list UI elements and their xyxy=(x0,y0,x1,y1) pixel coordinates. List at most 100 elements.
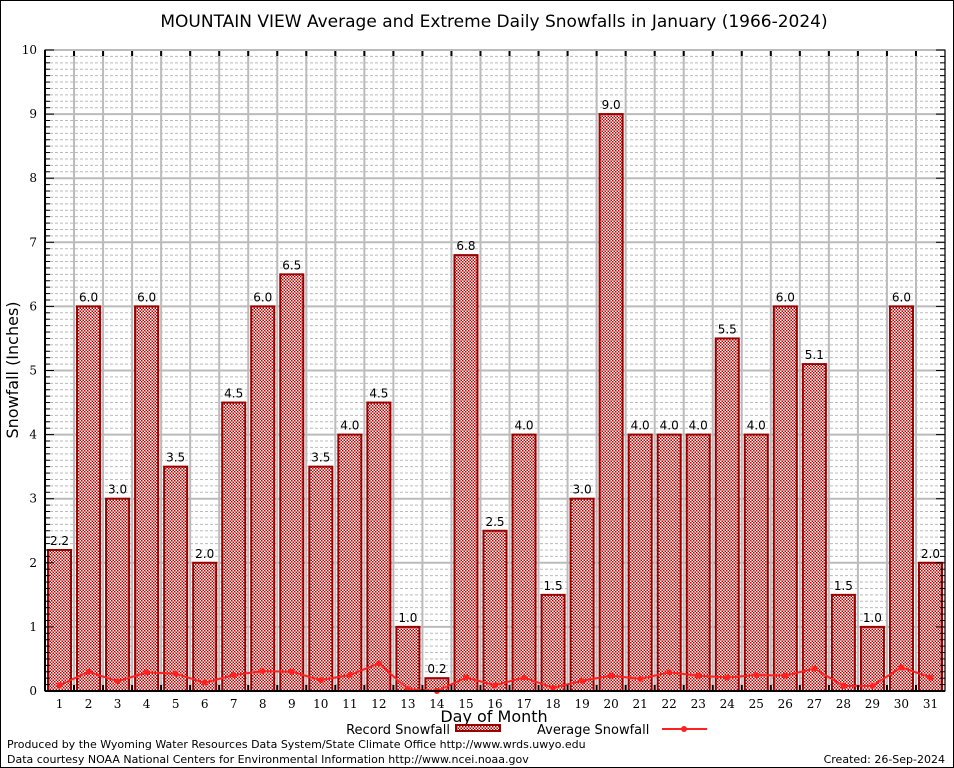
bar-day-26 xyxy=(772,305,798,692)
bar-label: 6.8 xyxy=(456,239,475,253)
bar-label: 2.2 xyxy=(50,534,69,548)
bar-day-7 xyxy=(221,401,247,692)
bar-day-17 xyxy=(511,433,537,692)
bar-label: 6.0 xyxy=(776,290,795,304)
average-point xyxy=(259,668,266,675)
bar-day-12 xyxy=(366,401,392,692)
bar-day-1 xyxy=(47,548,73,692)
x-tick-label: 8 xyxy=(259,697,267,711)
bar-label: 2.5 xyxy=(485,515,504,529)
average-point xyxy=(840,682,847,689)
bar-label: 4.5 xyxy=(369,387,388,401)
footer-data-source: Data courtesy NOAA National Centers for … xyxy=(7,753,529,766)
y-tick-label: 5 xyxy=(29,364,37,378)
y-tick-label: 8 xyxy=(29,171,37,185)
y-tick-label: 4 xyxy=(29,428,37,442)
average-point xyxy=(927,674,934,681)
x-tick-label: 1 xyxy=(56,697,64,711)
average-point xyxy=(637,675,644,682)
average-point xyxy=(695,672,702,679)
bar-day-18 xyxy=(540,593,566,692)
x-tick-label: 7 xyxy=(230,697,238,711)
average-point xyxy=(550,684,557,691)
average-point xyxy=(492,682,498,689)
average-point xyxy=(230,671,237,678)
y-tick-label: 6 xyxy=(29,299,37,313)
average-point xyxy=(346,671,353,678)
bar-day-22 xyxy=(656,433,682,692)
bar-label: 3.5 xyxy=(166,451,185,465)
average-point xyxy=(521,674,528,681)
x-tick-label: 11 xyxy=(342,697,357,711)
x-tick-label: 23 xyxy=(691,697,706,711)
x-tick-label: 15 xyxy=(458,697,473,711)
bar-label: 2.0 xyxy=(921,547,940,561)
x-tick-label: 19 xyxy=(574,697,589,711)
x-tick-label: 2 xyxy=(85,697,93,711)
bar-day-20 xyxy=(598,113,624,693)
x-tick-label: 26 xyxy=(778,697,793,711)
average-point xyxy=(172,670,179,677)
bar-label: 6.0 xyxy=(79,290,98,304)
bar-label: 1.5 xyxy=(544,579,563,593)
average-point xyxy=(869,682,876,689)
legend-marker-average xyxy=(681,726,687,732)
bar-day-11 xyxy=(337,433,363,692)
bar-day-9 xyxy=(279,273,305,692)
x-tick-label: 9 xyxy=(288,697,296,711)
chart-title: MOUNTAIN VIEW Average and Extreme Daily … xyxy=(160,12,827,32)
bar-day-23 xyxy=(685,433,711,692)
bar-label: 4.0 xyxy=(340,419,359,433)
average-point xyxy=(608,672,615,679)
legend-label-average: Average Snowfall xyxy=(537,723,649,738)
bar-label: 4.0 xyxy=(747,419,766,433)
x-tick-label: 28 xyxy=(836,697,851,711)
average-point xyxy=(753,671,760,678)
bar-day-4 xyxy=(134,305,160,692)
bar-day-16 xyxy=(482,529,508,692)
x-tick-label: 24 xyxy=(720,697,736,711)
average-point xyxy=(782,672,789,679)
average-point xyxy=(317,677,324,684)
bar-label: 6.0 xyxy=(892,290,911,304)
average-point xyxy=(56,682,63,689)
average-point xyxy=(724,674,731,681)
bar-label: 4.0 xyxy=(689,419,708,433)
x-axis-label: Day of Month xyxy=(440,707,547,726)
y-tick-label: 2 xyxy=(29,556,37,570)
bar-label: 5.1 xyxy=(805,348,824,362)
legend-swatch-record xyxy=(455,724,501,732)
average-point xyxy=(143,669,150,676)
bar-day-25 xyxy=(743,433,769,692)
x-tick-label: 22 xyxy=(662,697,677,711)
bar-label: 6.5 xyxy=(282,258,301,272)
bar-day-6 xyxy=(192,561,218,692)
average-point xyxy=(579,677,586,684)
average-point xyxy=(666,669,673,676)
x-tick-label: 6 xyxy=(201,697,209,711)
average-point xyxy=(288,668,295,675)
bar-label: 3.5 xyxy=(311,451,330,465)
average-point xyxy=(898,664,905,671)
bar-day-2 xyxy=(76,305,102,692)
y-tick-label: 7 xyxy=(29,235,37,249)
y-tick-label: 3 xyxy=(29,492,37,506)
y-tick-label: 9 xyxy=(29,107,37,121)
bar-day-15 xyxy=(453,254,479,692)
bar-day-8 xyxy=(250,305,276,692)
x-tick-label: 18 xyxy=(545,697,560,711)
bar-day-5 xyxy=(163,465,189,692)
average-point xyxy=(811,665,818,672)
bar-label: 5.5 xyxy=(718,322,737,336)
bar-day-24 xyxy=(714,337,740,692)
legend: Record Snowfall Average Snowfall xyxy=(346,723,707,738)
y-axis-label: Snowfall (Inches) xyxy=(3,301,22,438)
x-tick-label: 30 xyxy=(894,697,909,711)
x-tick-label: 27 xyxy=(807,697,822,711)
legend-label-record: Record Snowfall xyxy=(346,723,450,738)
footer-producer: Produced by the Wyoming Water Resources … xyxy=(7,738,586,751)
bar-label: 1.0 xyxy=(863,611,882,625)
bar-day-19 xyxy=(569,497,595,693)
y-tick-label: 0 xyxy=(29,684,37,698)
